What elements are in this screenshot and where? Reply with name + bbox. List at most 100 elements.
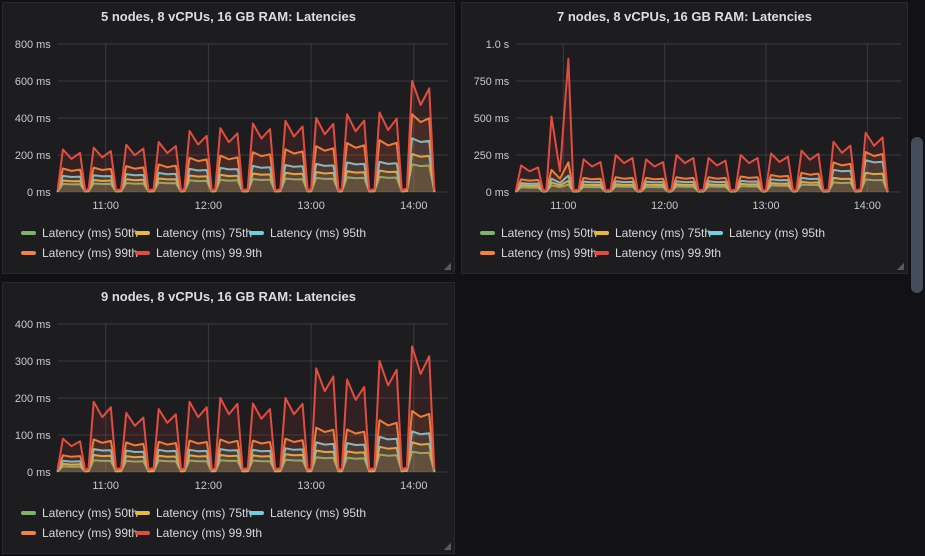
latency-time-series-chart[interactable]: 0 ms 250 ms 500 ms 750 ms 1.0 s 11:00 12:00 13:… — [462, 30, 907, 220]
panel-9-nodes-latencies: 9 nodes, 8 vCPUs, 16 GB RAM: Latencies 0… — [2, 282, 455, 554]
panel-resize-handle-icon[interactable] — [443, 262, 451, 270]
legend-item-latency-ms-75th[interactable]: Latency (ms) 75th — [594, 225, 712, 240]
y-tick-label: 200 ms — [15, 393, 51, 405]
y-tick-label: 500 ms — [474, 113, 510, 125]
legend-swatch-icon — [135, 230, 150, 235]
legend-swatch-icon — [249, 230, 264, 235]
y-tick-label: 750 ms — [474, 76, 510, 88]
legend-item-latency-ms-99.9th[interactable]: Latency (ms) 99.9th — [135, 245, 262, 260]
legend-item-latency-ms-95th[interactable]: Latency (ms) 95th — [708, 225, 826, 240]
legend-item-latency-ms-99.9th[interactable]: Latency (ms) 99.9th — [135, 525, 262, 540]
legend-swatch-icon — [135, 530, 150, 535]
legend-label: Latency (ms) 99th — [42, 245, 139, 260]
legend-item-latency-ms-50th[interactable]: Latency (ms) 50th — [480, 225, 598, 240]
legend-label: Latency (ms) 95th — [270, 225, 367, 240]
legend-swatch-icon — [21, 510, 36, 515]
legend-label: Latency (ms) 95th — [270, 505, 367, 520]
y-tick-label: 600 ms — [15, 76, 51, 88]
legend-item-latency-ms-75th[interactable]: Latency (ms) 75th — [135, 505, 253, 520]
y-tick-label: 200 ms — [15, 150, 51, 162]
series-area-latency-ms-99.9th — [516, 58, 888, 192]
legend-label: Latency (ms) 95th — [729, 225, 826, 240]
y-tick-label: 800 ms — [15, 39, 51, 51]
y-tick-label: 0 ms — [486, 187, 510, 199]
x-tick-label: 14:00 — [854, 200, 881, 212]
legend-swatch-icon — [594, 230, 609, 235]
legend-swatch-icon — [21, 230, 36, 235]
x-tick-label: 11:00 — [550, 200, 576, 212]
series-line-latency-ms-99.9th — [56, 80, 436, 192]
panel-resize-handle-icon[interactable] — [443, 542, 451, 550]
legend-label: Latency (ms) 99.9th — [156, 525, 263, 540]
legend-swatch-icon — [708, 230, 723, 235]
legend-swatch-icon — [135, 250, 150, 255]
legend-label: Latency (ms) 99th — [501, 245, 598, 260]
legend-swatch-icon — [249, 510, 264, 515]
chart-legend: Latency (ms) 50th Latency (ms) 75th Latenc… — [3, 505, 454, 540]
panel-title[interactable]: 9 nodes, 8 vCPUs, 16 GB RAM: Latencies — [100, 289, 357, 304]
series-line-latency-ms-99.9th — [515, 57, 889, 192]
series-line-latency-ms-99.9th — [56, 345, 436, 472]
series-area-latency-ms-99th — [57, 411, 435, 472]
latency-time-series-chart[interactable]: 0 ms 100 ms 200 ms 300 ms 400 ms 11:00 12:00 13… — [3, 310, 454, 500]
x-tick-label: 13:00 — [297, 480, 324, 492]
panel-5-nodes-latencies: 5 nodes, 8 vCPUs, 16 GB RAM: Latencies 0… — [2, 2, 455, 274]
latency-time-series-chart[interactable]: 0 ms 200 ms 400 ms 600 ms 800 ms 11:00 12:00 13… — [3, 30, 454, 220]
y-tick-label: 250 ms — [474, 150, 510, 162]
legend-swatch-icon — [480, 230, 495, 235]
x-tick-label: 11:00 — [92, 200, 119, 212]
y-tick-label: 400 ms — [15, 319, 51, 331]
chart-legend: Latency (ms) 50th Latency (ms) 75th Latenc… — [462, 225, 907, 260]
series-area-latency-ms-99.9th — [57, 81, 435, 192]
x-tick-label: 14:00 — [400, 200, 427, 212]
panel-resize-handle-icon[interactable] — [896, 262, 904, 270]
chart-legend: Latency (ms) 50th Latency (ms) 75th Latenc… — [3, 225, 454, 260]
x-tick-label: 11:00 — [92, 480, 119, 492]
legend-item-latency-ms-50th[interactable]: Latency (ms) 50th — [21, 505, 139, 520]
x-tick-label: 12:00 — [195, 200, 222, 212]
legend-item-latency-ms-99th[interactable]: Latency (ms) 99th — [480, 245, 598, 260]
legend-item-latency-ms-50th[interactable]: Latency (ms) 50th — [21, 225, 139, 240]
legend-swatch-icon — [480, 250, 495, 255]
y-tick-label: 0 ms — [27, 187, 51, 199]
y-tick-label: 300 ms — [15, 356, 51, 368]
legend-label: Latency (ms) 75th — [156, 505, 253, 520]
scrollbar-track[interactable] — [909, 0, 925, 556]
x-tick-label: 13:00 — [752, 200, 779, 212]
legend-item-latency-ms-75th[interactable]: Latency (ms) 75th — [135, 225, 253, 240]
x-tick-label: 14:00 — [400, 480, 427, 492]
legend-label: Latency (ms) 50th — [42, 225, 139, 240]
legend-label: Latency (ms) 99th — [42, 525, 139, 540]
legend-label: Latency (ms) 50th — [42, 505, 139, 520]
legend-item-latency-ms-99.9th[interactable]: Latency (ms) 99.9th — [594, 245, 721, 260]
legend-swatch-icon — [21, 530, 36, 535]
x-tick-label: 12:00 — [195, 480, 222, 492]
series-line-latency-ms-99th — [56, 410, 436, 472]
panel-7-nodes-latencies: 7 nodes, 8 vCPUs, 16 GB RAM: Latencies 0… — [461, 2, 908, 274]
scrollbar-thumb[interactable] — [911, 137, 923, 293]
series-area-latency-ms-99.9th — [57, 346, 435, 472]
y-tick-label: 1.0 s — [486, 39, 510, 51]
series-area-latency-ms-95th — [57, 431, 435, 472]
legend-label: Latency (ms) 99.9th — [156, 245, 263, 260]
legend-swatch-icon — [594, 250, 609, 255]
panel-title[interactable]: 7 nodes, 8 vCPUs, 16 GB RAM: Latencies — [556, 9, 813, 24]
panel-title[interactable]: 5 nodes, 8 vCPUs, 16 GB RAM: Latencies — [100, 9, 357, 24]
series-area-latency-ms-95th — [516, 160, 888, 192]
legend-label: Latency (ms) 50th — [501, 225, 598, 240]
x-tick-label: 13:00 — [297, 200, 324, 212]
legend-label: Latency (ms) 75th — [615, 225, 712, 240]
series-area-latency-ms-99th — [57, 114, 435, 192]
legend-item-latency-ms-99th[interactable]: Latency (ms) 99th — [21, 525, 139, 540]
series-area-latency-ms-75th — [516, 172, 888, 192]
y-tick-label: 0 ms — [27, 467, 51, 479]
legend-item-latency-ms-95th[interactable]: Latency (ms) 95th — [249, 225, 367, 240]
legend-swatch-icon — [21, 250, 36, 255]
y-tick-label: 400 ms — [15, 113, 51, 125]
legend-label: Latency (ms) 99.9th — [615, 245, 722, 260]
legend-swatch-icon — [135, 510, 150, 515]
y-tick-label: 100 ms — [15, 430, 51, 442]
legend-label: Latency (ms) 75th — [156, 225, 253, 240]
legend-item-latency-ms-95th[interactable]: Latency (ms) 95th — [249, 505, 367, 520]
legend-item-latency-ms-99th[interactable]: Latency (ms) 99th — [21, 245, 139, 260]
